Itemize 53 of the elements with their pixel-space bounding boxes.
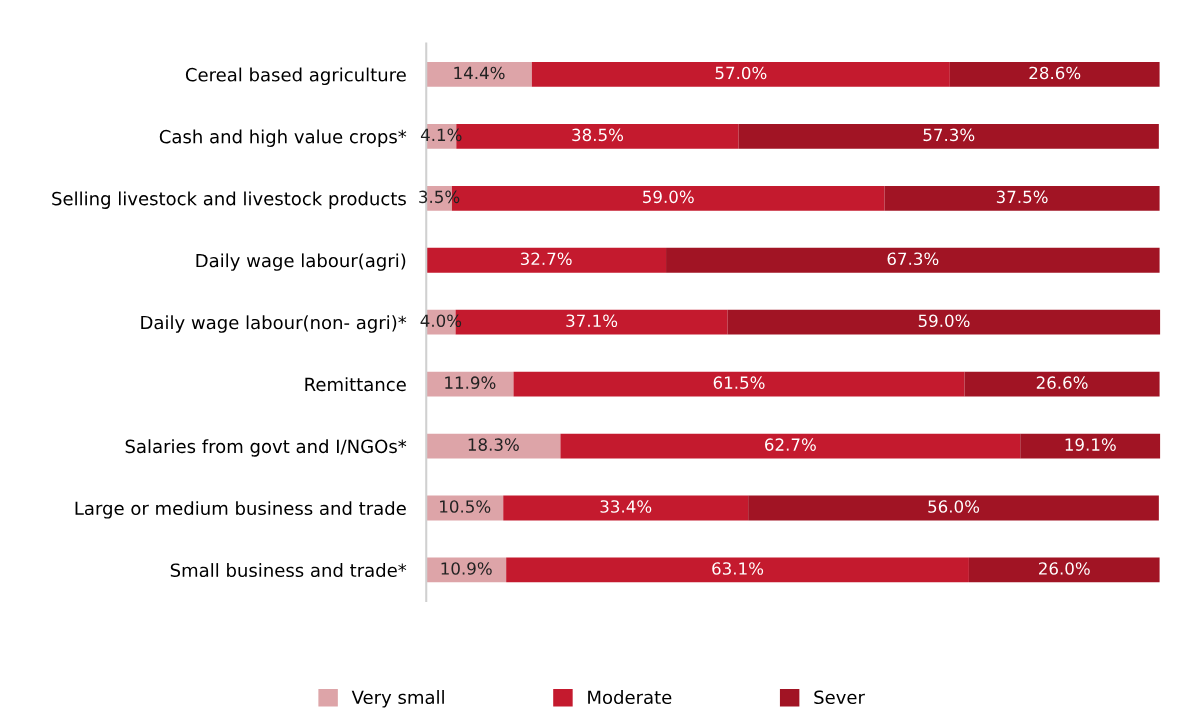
data-label: 59.0% — [643, 190, 694, 204]
data-label: 61.5% — [713, 376, 765, 389]
bar — [560, 433, 1021, 459]
bar — [727, 309, 1161, 335]
data-label: 57.0% — [715, 66, 767, 80]
data-label: 14.4% — [454, 66, 505, 80]
data-label: 63.1% — [712, 562, 764, 575]
bar — [666, 247, 1160, 273]
legend-label: Moderate — [588, 690, 672, 705]
bar — [1020, 433, 1161, 459]
bar — [506, 557, 969, 583]
data-label: 26.0% — [1039, 562, 1090, 575]
data-label: 32.7% — [520, 252, 572, 266]
y-tick-label: Salaries from govt and I/NGOs* — [125, 439, 407, 457]
legend-label: Very small — [351, 690, 444, 708]
bar — [964, 371, 1160, 397]
y-tick-label: Selling livestock and livestock products — [52, 191, 406, 209]
y-tick-label: Cereal based agriculture — [185, 67, 406, 86]
bar — [503, 495, 749, 521]
y-tick-label: Daily wage labour(agri) — [196, 253, 406, 271]
legend-label: Sever — [814, 690, 865, 705]
bar — [968, 557, 1160, 583]
bar — [426, 247, 667, 273]
bar — [949, 62, 1160, 87]
bar — [426, 371, 514, 397]
data-label: 28.6% — [1029, 66, 1081, 80]
data-label: 19.1% — [1065, 438, 1116, 451]
data-label: 18.3% — [468, 438, 519, 451]
bar — [884, 185, 1160, 211]
data-label: 62.7% — [765, 438, 816, 451]
data-label: 57.3% — [923, 128, 975, 142]
data-label: 37.5% — [996, 190, 1048, 204]
data-label: 11.9% — [445, 376, 496, 389]
data-label: 67.3% — [887, 252, 939, 266]
bar — [738, 123, 1159, 149]
data-label: 59.0% — [918, 314, 970, 328]
data-label: 26.6% — [1036, 376, 1088, 389]
y-tick-label: Large or medium business and trade — [75, 501, 406, 519]
bar — [426, 433, 561, 459]
bar — [531, 62, 950, 87]
bar — [513, 371, 965, 397]
data-label: 10.5% — [440, 500, 491, 513]
data-label: 10.9% — [441, 562, 492, 575]
y-tick-label: Remittance — [305, 377, 406, 392]
y-tick-label: Daily wage labour(non- agri)* — [141, 315, 407, 333]
bar — [748, 495, 1159, 521]
y-tick-label: Cash and high value crops* — [159, 129, 407, 147]
data-label: 33.4% — [600, 500, 652, 513]
y-tick-label: Small business and trade* — [170, 563, 407, 578]
data-label: 56.0% — [928, 500, 980, 513]
bar — [426, 62, 532, 87]
data-label: 37.1% — [566, 314, 618, 328]
data-label: 38.5% — [572, 128, 624, 142]
